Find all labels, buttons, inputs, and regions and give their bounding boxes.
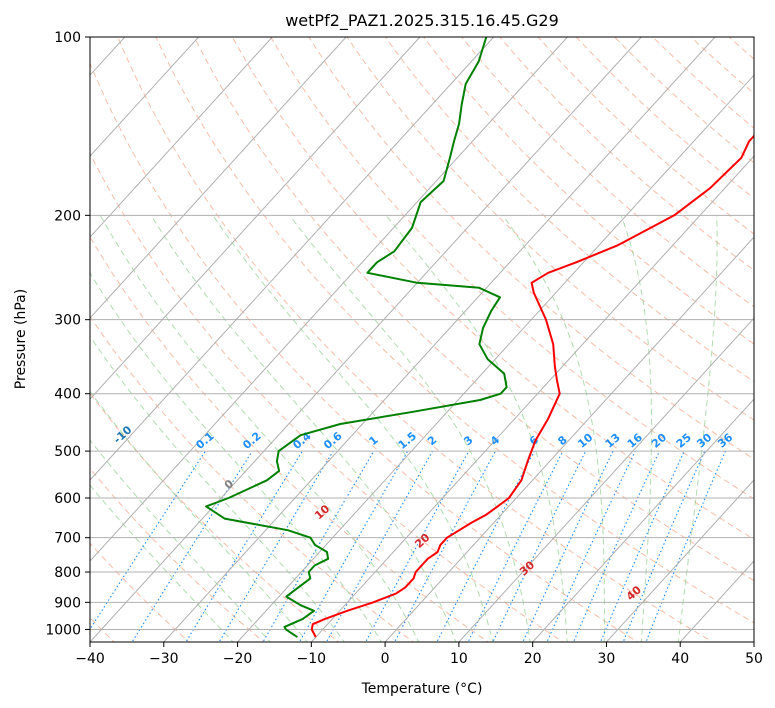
isotherm-line: [90, 37, 642, 642]
x-axis-ticks: −40 −30 −20 −10 0 10 20 30 40 50: [75, 642, 763, 667]
x-tick-label: 40: [671, 651, 689, 667]
isotherm-line: [606, 479, 754, 642]
pressure-gridlines: [90, 37, 754, 630]
mixing-ratio-line: [622, 450, 706, 642]
isotherms: [90, 37, 754, 642]
isotherm-line: [90, 37, 199, 157]
moist-adiabat-line: [90, 335, 345, 642]
x-tick-label: 10: [450, 651, 468, 667]
moist-adiabat-line: [212, 215, 494, 642]
dry-adiabat-line: [231, 37, 754, 540]
isotherm-line: [532, 398, 754, 642]
mixing-ratio-line: [393, 450, 496, 642]
y-tick-label: 1000: [45, 622, 81, 638]
isotherm-line: [90, 37, 495, 481]
y-tick-label: 900: [54, 595, 81, 611]
mixing-ratio-line: [522, 450, 614, 642]
y-axis-label: Pressure (hPa): [13, 289, 29, 389]
moist-adiabat-line: [502, 215, 605, 642]
y-tick-label: 700: [54, 531, 81, 547]
plot-area: 0.10.20.40.611.52346810131620253036-100-…: [90, 37, 754, 642]
x-tick-label: 50: [745, 651, 763, 667]
moist-adiabat-line: [620, 215, 653, 642]
dry-adiabat-line: [90, 62, 639, 642]
plot-frame: [89, 36, 755, 643]
x-tick-label: −40: [75, 651, 105, 667]
mixing-ratio-line: [90, 450, 206, 631]
dry-adiabat-line: [90, 392, 340, 642]
x-tick-label: −10: [297, 651, 327, 667]
isotherm-line: [458, 317, 754, 642]
mixing-ratio-line: [546, 450, 636, 642]
dry-adiabat-line: [193, 37, 754, 582]
dry-adiabat-line: [308, 37, 754, 460]
y-tick-label: 400: [54, 387, 81, 403]
temperature-profile-line: [310, 134, 754, 638]
dry-adiabat-line: [346, 37, 754, 421]
isotherm-line: [310, 155, 754, 642]
y-axis-ticks: 100 200 300 400 500 600 700 800 900 1000: [45, 30, 90, 638]
y-tick-label: 100: [54, 30, 81, 46]
y-tick-label: 600: [54, 491, 81, 507]
dry-adiabat-line: [270, 37, 754, 500]
x-tick-label: 20: [524, 651, 542, 667]
moist-adiabat-line: [385, 214, 568, 642]
x-tick-label: −20: [223, 651, 253, 667]
moist-adiabat-line: [677, 215, 718, 642]
dry-adiabat-line: [90, 315, 415, 642]
mixing-ratio-line: [185, 450, 303, 642]
isotherm-line: [90, 37, 568, 562]
x-tick-label: 0: [381, 651, 390, 667]
x-axis-label: Temperature (°C): [361, 681, 483, 697]
moist-adiabat-line: [99, 215, 420, 642]
x-tick-label: −30: [149, 651, 179, 667]
isotherm-line: [237, 74, 754, 642]
mixing-ratio-line: [262, 450, 375, 642]
isotherm-line: [384, 236, 754, 642]
isotherm-line: [90, 37, 347, 319]
moist-adiabat-line: [90, 484, 234, 642]
y-tick-label: 500: [54, 444, 81, 460]
profiles: [205, 37, 754, 638]
moist-adiabat-line: [90, 439, 271, 642]
y-tick-label: 200: [54, 208, 81, 224]
isotherm-line: [163, 37, 716, 642]
moist-adiabat-line: [150, 215, 457, 642]
isotherm-line: [90, 37, 421, 400]
y-tick-label: 300: [54, 313, 81, 329]
moist-adiabat-line: [289, 215, 531, 642]
y-tick-label: 800: [54, 565, 81, 581]
isotherm-line: [90, 37, 273, 238]
x-tick-label: 30: [598, 651, 616, 667]
mixing-ratio-line: [436, 450, 535, 642]
dewpoint-profile-line: [205, 37, 508, 638]
chart-title: wetPf2_PAZ1.2025.315.16.45.G29: [285, 11, 559, 31]
